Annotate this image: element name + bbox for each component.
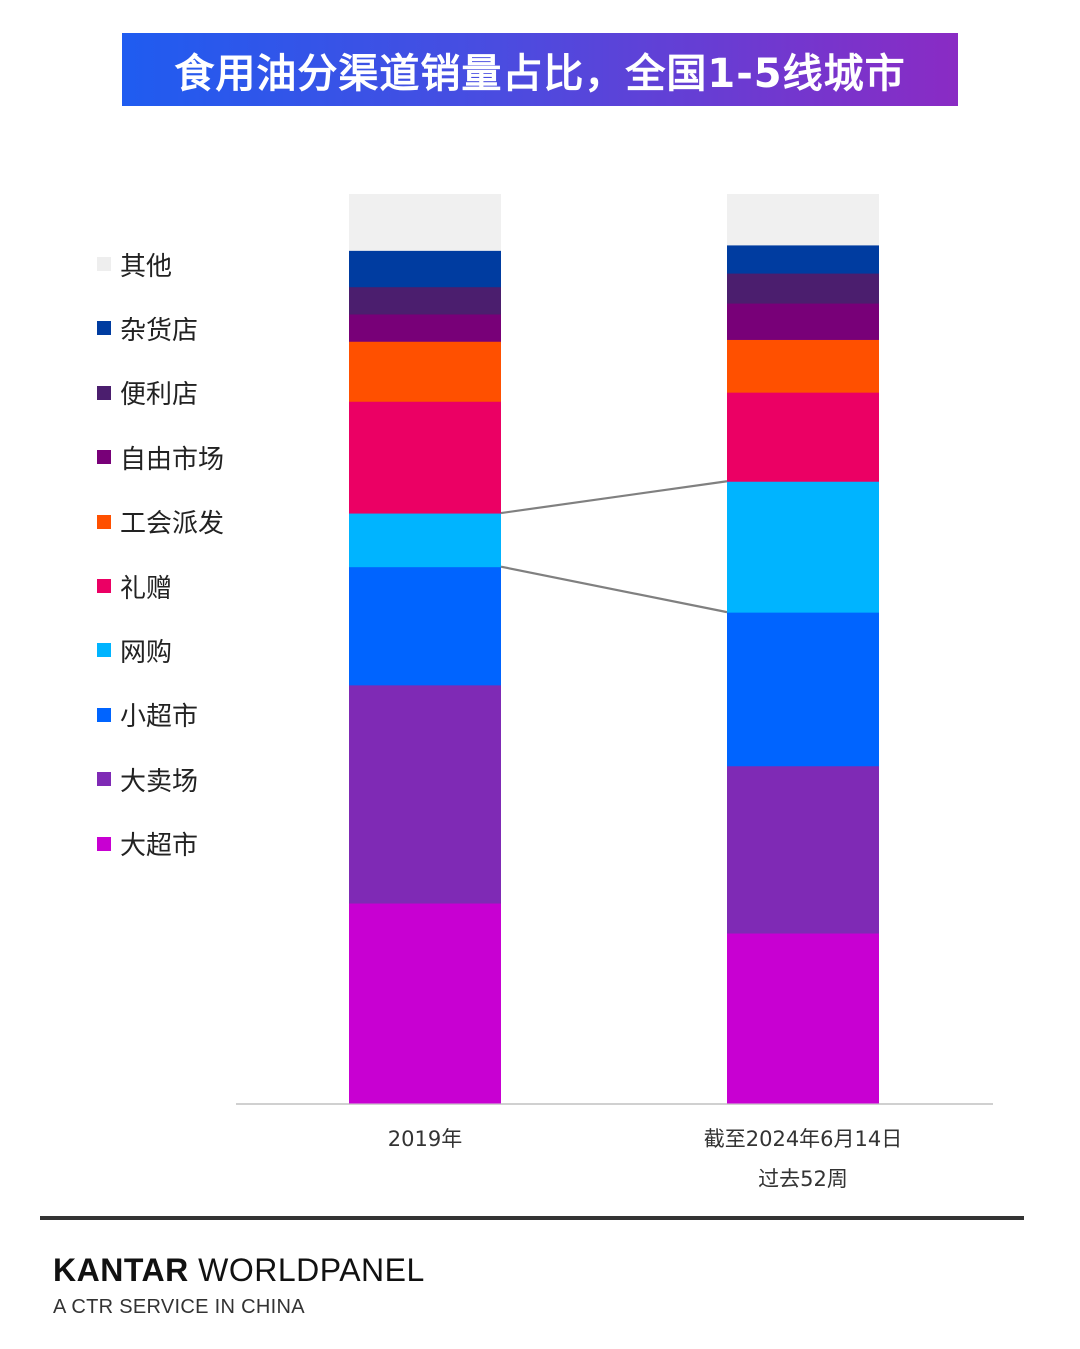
legend-label: 工会派发 — [120, 509, 225, 540]
bar-segment-便利店-1 — [349, 286, 501, 315]
legend-item-大超市: 大超市 — [97, 824, 198, 864]
legend-label: 网购 — [120, 637, 173, 668]
legend-swatch — [97, 707, 111, 722]
legend-label: 礼赠 — [120, 573, 173, 604]
bar-segment-其他-1 — [349, 194, 501, 251]
legend-item-其他: 其他 — [97, 244, 172, 284]
bar-segment-大超市-2 — [727, 933, 879, 1104]
category-label-2: 截至2024年6月14日 过去52周 — [673, 1119, 933, 1199]
legend-item-网购: 网购 — [97, 630, 172, 670]
bar-segment-小超市-2 — [727, 612, 879, 767]
legend-label: 其他 — [120, 251, 173, 282]
chart-title: 食用油分渠道销量占比，全国1-5线城市 — [174, 50, 906, 97]
bar-segment-杂货店-1 — [349, 250, 501, 288]
brand-name-rest: WORLDPANEL — [188, 1252, 425, 1288]
legend-swatch — [97, 514, 111, 529]
legend-item-杂货店: 杂货店 — [97, 308, 198, 348]
legend-item-便利店: 便利店 — [97, 373, 198, 413]
bar-segment-礼赠-1 — [349, 401, 501, 514]
legend-swatch — [97, 450, 111, 465]
footer-divider — [40, 1216, 1024, 1220]
bar-segment-小超市-1 — [349, 566, 501, 686]
bar-segment-便利店-2 — [727, 273, 879, 304]
bar-segment-杂货店-2 — [727, 244, 879, 274]
legend-swatch — [97, 836, 111, 851]
bar-segment-网购-1 — [349, 513, 501, 568]
bar-segment-自由市场-1 — [349, 313, 501, 342]
legend-item-自由市场: 自由市场 — [97, 437, 224, 477]
category-label-line: 截至2024年6月14日 — [703, 1127, 903, 1151]
bar-segment-工会派发-1 — [349, 341, 501, 402]
legend-label: 大超市 — [120, 831, 199, 862]
legend-item-礼赠: 礼赠 — [97, 566, 172, 606]
legend-label: 杂货店 — [120, 315, 199, 346]
legend-label: 小超市 — [120, 702, 199, 733]
bar-segment-自由市场-2 — [727, 303, 879, 340]
legend-swatch — [97, 772, 111, 787]
bar-segment-大卖场-2 — [727, 765, 879, 934]
bar-segment-大卖场-1 — [349, 684, 501, 904]
legend-label: 自由市场 — [120, 444, 225, 475]
legend-label: 便利店 — [120, 380, 199, 411]
legend-item-工会派发: 工会派发 — [97, 502, 224, 542]
category-label-line: 过去52周 — [758, 1167, 848, 1191]
legend-item-大卖场: 大卖场 — [97, 759, 198, 799]
bar-segment-礼赠-2 — [727, 392, 879, 482]
brand-logo: KANTAR WORLDPANEL — [53, 1252, 425, 1289]
category-label-1: 2019年 — [295, 1119, 555, 1159]
bar-segment-其他-2 — [727, 194, 879, 246]
legend-swatch — [97, 643, 111, 658]
legend-swatch — [97, 385, 111, 400]
legend-swatch — [97, 321, 111, 336]
legend-swatch — [97, 257, 111, 271]
bar-segment-工会派发-2 — [727, 339, 879, 393]
brand-subtitle: A CTR SERVICE IN CHINA — [53, 1296, 305, 1318]
brand-name-bold: KANTAR — [53, 1252, 189, 1288]
bar-segment-网购-2 — [727, 481, 879, 613]
bar-segment-大超市-1 — [349, 903, 501, 1104]
connector-line-bottom — [500, 565, 728, 614]
category-label-line: 2019年 — [387, 1127, 463, 1151]
legend-label: 大卖场 — [120, 766, 199, 797]
legend-item-小超市: 小超市 — [97, 695, 198, 735]
connector-line-top — [500, 480, 728, 515]
title-banner: 食用油分渠道销量占比，全国1-5线城市 — [122, 33, 958, 106]
legend-swatch — [97, 579, 111, 593]
